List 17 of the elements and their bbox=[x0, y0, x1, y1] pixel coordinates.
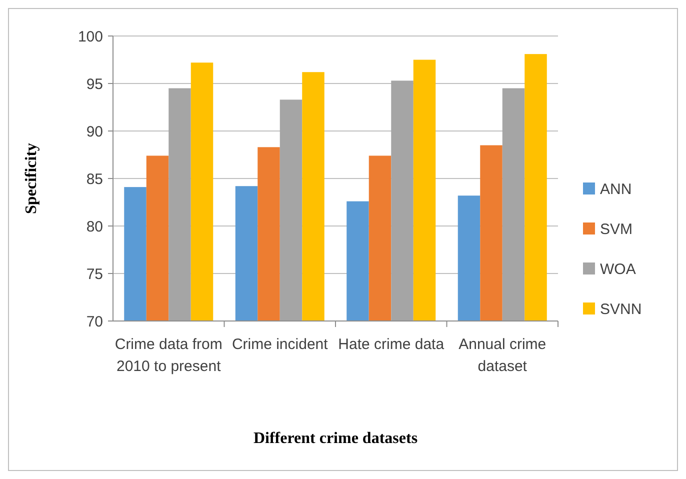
legend-label: SVNN bbox=[600, 300, 642, 318]
y-tick-label: 85 bbox=[86, 170, 103, 188]
legend-label: SVM bbox=[600, 220, 633, 238]
y-tick-label: 90 bbox=[86, 123, 103, 140]
y-tick-label: 75 bbox=[86, 266, 103, 283]
legend-label: WOA bbox=[600, 260, 636, 278]
x-tick-label: Hate crime data bbox=[338, 336, 445, 353]
y-tick-label: 80 bbox=[86, 218, 103, 236]
y-tick-label: 100 bbox=[78, 28, 103, 46]
y-axis-title: Specificity bbox=[23, 142, 40, 214]
x-tick-label: Crime incident bbox=[232, 336, 329, 353]
y-tick-label: 70 bbox=[86, 313, 103, 330]
y-tick-label: 95 bbox=[86, 76, 103, 93]
x-tick-label: Crime data from 2010 to present bbox=[114, 336, 222, 375]
x-tick-label: Annual crime dataset bbox=[458, 336, 546, 375]
legend-label: ANN bbox=[600, 180, 632, 198]
x-axis-title: Different crime datasets bbox=[253, 430, 418, 447]
